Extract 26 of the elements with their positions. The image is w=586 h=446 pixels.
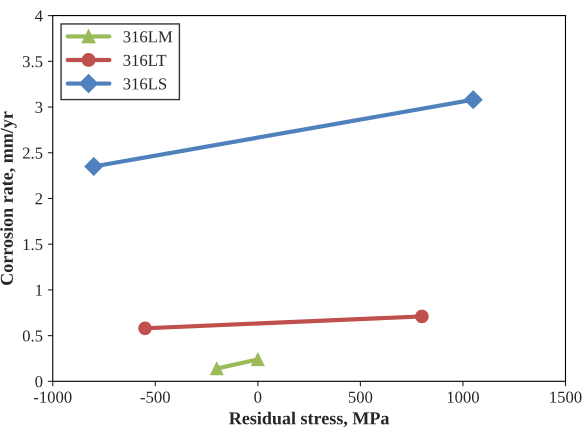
y-tick-label: 4 xyxy=(35,10,43,22)
x-tick-label: 1000 xyxy=(448,392,479,403)
x-tick-label: 1500 xyxy=(550,392,582,403)
legend-label: 316LM xyxy=(124,31,172,42)
point xyxy=(415,310,429,324)
y-tick-label: 0.5 xyxy=(22,330,42,342)
point xyxy=(84,157,104,176)
y-tick-label: 1 xyxy=(36,284,42,296)
point xyxy=(251,352,265,366)
point xyxy=(210,362,224,376)
y-tick-label: 2.5 xyxy=(22,148,42,159)
x-tick-label: 500 xyxy=(348,392,372,403)
legend-label: 316LT xyxy=(124,54,166,66)
y-tick-label: 1.5 xyxy=(24,238,42,250)
y-tick-label: 3 xyxy=(35,102,42,113)
point xyxy=(138,322,152,336)
y-tick-label: 2 xyxy=(35,193,42,204)
y-tick-label: 0 xyxy=(35,376,42,388)
legend-label: 316LS xyxy=(124,78,166,90)
x-axis-title: Residual stress, MPa xyxy=(229,412,390,428)
x-tick-label: -1000 xyxy=(34,392,72,403)
y-tick-label: 3.5 xyxy=(22,56,42,68)
point xyxy=(464,90,483,110)
y-axis-title: Corrosion rate, mm/yr xyxy=(0,112,17,285)
x-tick-label: 0 xyxy=(254,392,262,403)
x-tick-label: -500 xyxy=(140,392,170,403)
